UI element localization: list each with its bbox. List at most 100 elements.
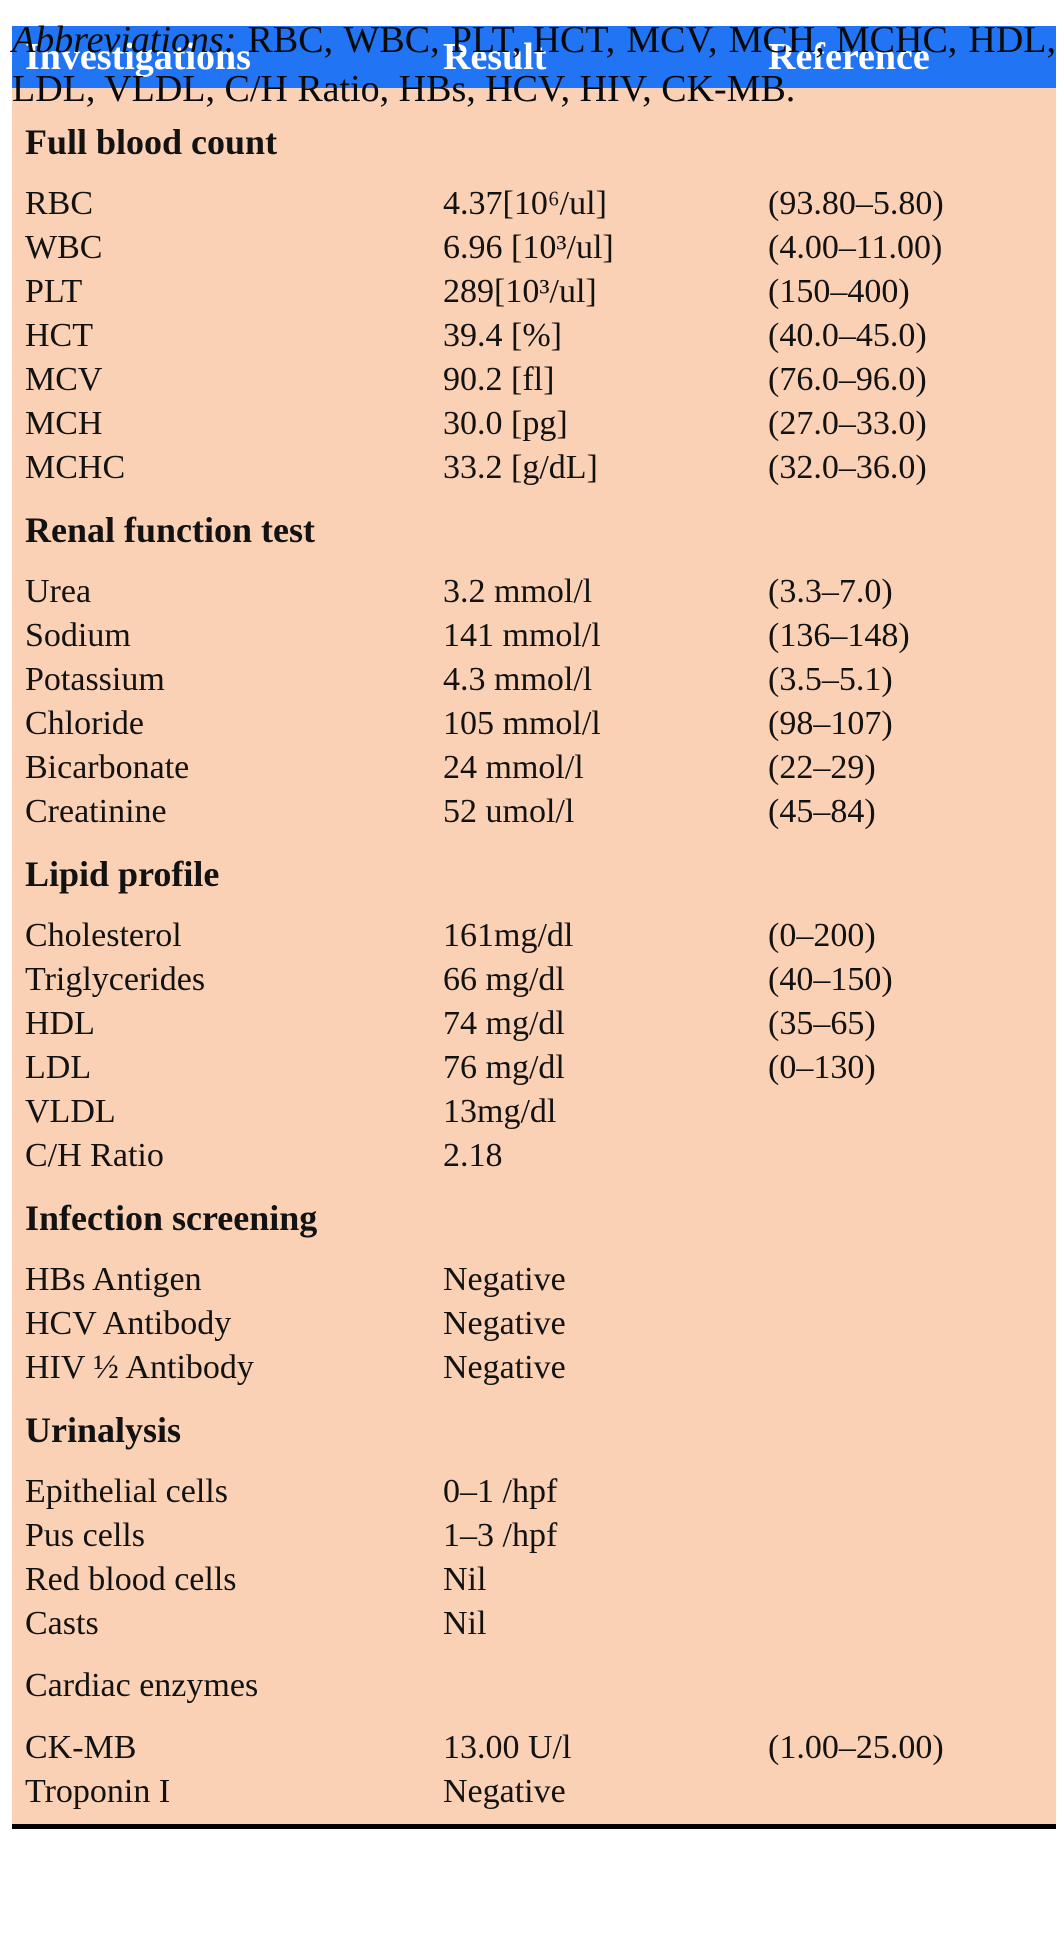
cell-investigation: Creatinine — [25, 793, 167, 830]
cell-reference: (40.0–45.0) — [768, 317, 927, 354]
cell-result: 66 mg/dl — [443, 961, 565, 998]
column-header-investigations: Investigations — [25, 36, 251, 78]
cell-investigation: CK-MB — [25, 1729, 137, 1766]
table-row: PLT 289[10³/ul] (150–400) — [25, 270, 1056, 314]
cell-result: 74 mg/dl — [443, 1005, 565, 1042]
cell-investigation: Triglycerides — [25, 961, 206, 998]
table-row: HCV Antibody Negative — [25, 1302, 1056, 1346]
cell-result: 76 mg/dl — [443, 1049, 565, 1086]
cell-investigation: Potassium — [25, 661, 165, 698]
cell-investigation: Pus cells — [25, 1517, 145, 1554]
cell-reference — [768, 1134, 1056, 1178]
cell-reference: (3.3–7.0) — [768, 573, 893, 610]
table-row: Sodium 141 mmol/l (136–148) — [25, 614, 1056, 658]
table-body: Full blood count RBC 4.37[10⁶/ul] (93.80–5.… — [12, 88, 1056, 1824]
cell-reference: (0–200) — [768, 917, 876, 954]
cell-result: 4.37[10⁶/ul] — [443, 185, 607, 222]
table-row: Red blood cells Nil — [25, 1558, 1056, 1602]
cell-result: 39.4 [%] — [443, 317, 562, 354]
table-row: Bicarbonate 24 mmol/l (22–29) — [25, 746, 1056, 790]
cell-reference: (40–150) — [768, 961, 893, 998]
table-row: HCT 39.4 [%] (40.0–45.0) — [25, 314, 1056, 358]
cell-investigation: HDL — [25, 1005, 95, 1042]
column-header-result: Result — [443, 36, 547, 78]
cell-result: 13.00 U/l — [443, 1729, 572, 1766]
cell-result: Negative — [443, 1773, 566, 1810]
cell-reference — [768, 1258, 1056, 1302]
cell-result: 30.0 [pg] — [443, 405, 568, 442]
cell-result: Negative — [443, 1261, 566, 1298]
cell-result: 3.2 mmol/l — [443, 573, 593, 610]
cell-reference: (4.00–11.00) — [768, 229, 943, 266]
cell-investigation: Urea — [25, 573, 92, 610]
table-row: Cholesterol 161mg/dl (0–200) — [25, 914, 1056, 958]
cell-investigation: Troponin I — [25, 1773, 171, 1810]
section-title: Infection screening — [25, 1198, 318, 1238]
table-row: HBs Antigen Negative — [25, 1258, 1056, 1302]
table-row: MCV 90.2 [fl] (76.0–96.0) — [25, 358, 1056, 402]
cell-result: 289[10³/ul] — [443, 273, 597, 310]
cell-investigation: LDL — [25, 1049, 92, 1086]
table-row: HIV ½ Antibody Negative — [25, 1346, 1056, 1390]
cell-result: 6.96 [10³/ul] — [443, 229, 614, 266]
cell-investigation: Cholesterol — [25, 917, 182, 954]
cell-reference — [768, 1470, 1056, 1514]
cell-investigation: C/H Ratio — [25, 1137, 164, 1174]
cell-result: 161mg/dl — [443, 917, 574, 954]
table-row: VLDL 13mg/dl — [25, 1090, 1056, 1134]
cell-investigation: WBC — [25, 229, 103, 266]
table-row: MCHC 33.2 [g/dL] (32.0–36.0) — [25, 446, 1056, 490]
cell-result: Negative — [443, 1305, 566, 1342]
cell-result: Nil — [443, 1561, 487, 1598]
cell-result: 4.3 mmol/l — [443, 661, 593, 698]
cell-investigation: MCHC — [25, 449, 126, 486]
cell-result: 1–3 /hpf — [443, 1517, 558, 1554]
abbreviations-footnote: Abbreviations: RBC, WBC, PLT, HCT, MCV, … — [12, 16, 1056, 114]
table-row: WBC 6.96 [10³/ul] (4.00–11.00) — [25, 226, 1056, 270]
cell-reference — [768, 1602, 1056, 1646]
cell-reference: (150–400) — [768, 273, 910, 310]
cell-result: 33.2 [g/dL] — [443, 449, 598, 486]
cell-investigation: HCV Antibody — [25, 1305, 232, 1342]
table-row: LDL 76 mg/dl (0–130) — [25, 1046, 1056, 1090]
cell-investigation: HBs Antigen — [25, 1261, 202, 1298]
table-row: Chloride 105 mmol/l (98–107) — [25, 702, 1056, 746]
cell-result: Nil — [443, 1605, 487, 1642]
cell-reference: (45–84) — [768, 793, 876, 830]
cell-reference: (136–148) — [768, 617, 910, 654]
page: { "table": { "columns": ["Investigations… — [0, 16, 1064, 1935]
cell-result: 105 mmol/l — [443, 705, 601, 742]
cell-result: 52 umol/l — [443, 793, 575, 830]
cell-reference: (0–130) — [768, 1049, 876, 1086]
cell-reference: (3.5–5.1) — [768, 661, 893, 698]
cell-reference — [768, 1558, 1056, 1602]
cell-reference — [768, 1346, 1056, 1390]
table-row: Potassium 4.3 mmol/l (3.5–5.1) — [25, 658, 1056, 702]
cell-reference — [768, 1514, 1056, 1558]
table-row: Troponin I Negative — [25, 1770, 1056, 1814]
table-header-row: Investigations Result Reference — [12, 26, 1056, 88]
table-row: Triglycerides 66 mg/dl (40–150) — [25, 958, 1056, 1002]
section-title: Cardiac enzymes — [25, 1667, 259, 1704]
cell-reference: (27.0–33.0) — [768, 405, 927, 442]
abbreviations-label: Abbreviations: — [12, 19, 237, 61]
cell-investigation: Epithelial cells — [25, 1473, 228, 1510]
abbreviations-text: RBC, WBC, PLT, HCT, MCV, MCH, MCHC, HDL,… — [12, 19, 1056, 110]
cell-reference: (32.0–36.0) — [768, 449, 927, 486]
cell-result: 2.18 — [443, 1137, 503, 1174]
section-title: Renal function test — [25, 510, 315, 550]
table-row: HDL 74 mg/dl (35–65) — [25, 1002, 1056, 1046]
cell-reference: (93.80–5.80) — [768, 185, 944, 222]
table-row: Epithelial cells 0–1 /hpf — [25, 1470, 1056, 1514]
section-title: Urinalysis — [25, 1410, 182, 1450]
cell-investigation: MCV — [25, 361, 103, 398]
cell-reference — [768, 1090, 1056, 1134]
table-row: Urea 3.2 mmol/l (3.3–7.0) — [25, 570, 1056, 614]
cell-result: Negative — [443, 1349, 566, 1386]
cell-reference: (1.00–25.00) — [768, 1729, 944, 1766]
cell-investigation: Chloride — [25, 705, 144, 742]
cell-reference — [768, 1770, 1056, 1814]
section-title: Full blood count — [25, 122, 278, 162]
cell-investigation: Sodium — [25, 617, 131, 654]
table-row: Creatinine 52 umol/l (45–84) — [25, 790, 1056, 834]
